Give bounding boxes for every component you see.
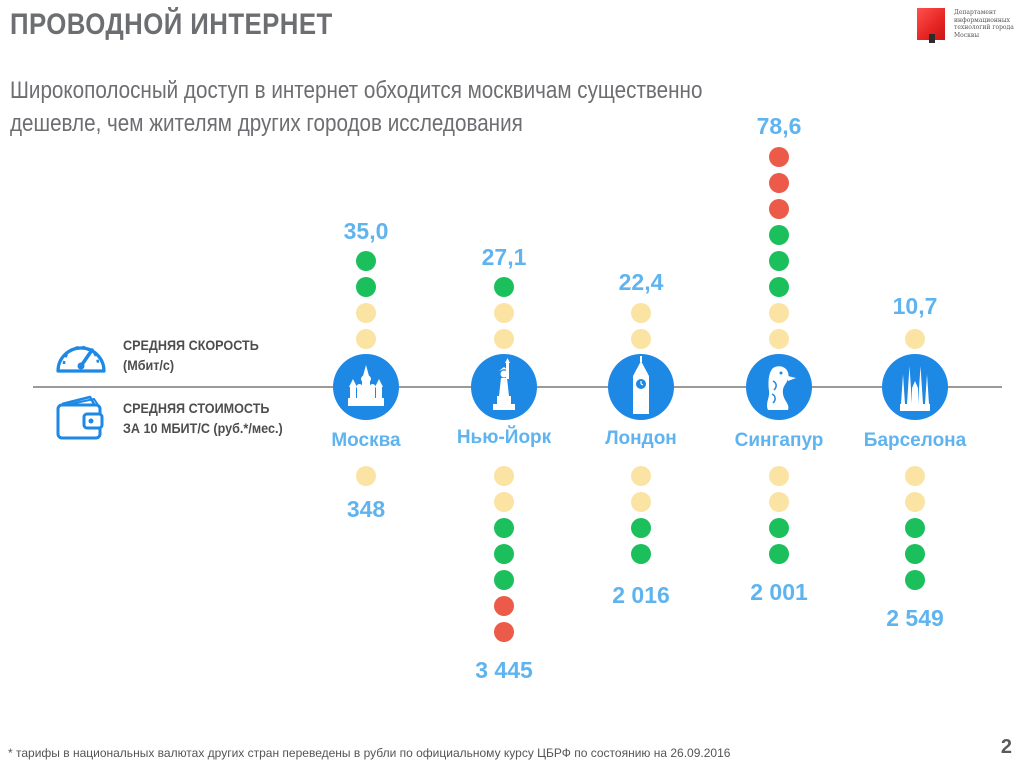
legend-speed-label: СРЕДНЯЯ СКОРОСТЬ (Мбит/с)	[123, 337, 259, 373]
cost-dot-green	[631, 518, 651, 538]
cost-value: 3 445	[475, 657, 533, 683]
city-name: Барселона	[863, 430, 967, 451]
cost-dot-green	[769, 518, 789, 538]
cost-dot-yellow	[631, 492, 651, 512]
cost-dot-yellow	[494, 466, 514, 486]
cost-dot-red	[494, 596, 514, 616]
speed-value: 35,0	[343, 218, 389, 244]
cost-dot-green	[631, 544, 651, 564]
speed-dot-yellow	[631, 329, 651, 349]
cost-dot-green	[494, 544, 514, 564]
cost-dot-yellow	[905, 466, 925, 486]
cost-dot-green	[494, 518, 514, 538]
page-title: ПРОВОДНОЙ ИНТЕРНЕТ	[10, 8, 333, 41]
cost-dot-green	[769, 544, 789, 564]
speed-value: 27,1	[481, 244, 527, 270]
cost-dot-yellow	[356, 466, 376, 486]
speed-dot-green	[356, 251, 376, 271]
cost-value: 2 016	[612, 582, 670, 608]
city-name: Лондон	[605, 428, 677, 449]
cost-dot-yellow	[769, 466, 789, 486]
sagrada-familia-icon	[882, 354, 948, 420]
city-name: Москва	[331, 430, 401, 451]
cost-dot-green	[905, 518, 925, 538]
city-name: Нью-Йорк	[456, 427, 552, 448]
speed-dot-yellow	[905, 329, 925, 349]
speed-dot-green	[356, 277, 376, 297]
speed-dot-green	[494, 277, 514, 297]
speed-dot-yellow	[494, 329, 514, 349]
speed-dot-green	[769, 225, 789, 245]
speed-value: 10,7	[892, 293, 938, 319]
logo-text: Департамент информационных технологий го…	[954, 9, 1014, 39]
speed-dot-red	[769, 199, 789, 219]
speed-dot-yellow	[769, 329, 789, 349]
cost-dot-yellow	[494, 492, 514, 512]
speed-dot-yellow	[356, 303, 376, 323]
cost-dot-green	[494, 570, 514, 590]
page-number: 2	[1000, 736, 1012, 758]
speed-dot-red	[769, 173, 789, 193]
kremlin-icon	[333, 354, 399, 420]
cost-dot-yellow	[905, 492, 925, 512]
statue-of-liberty-icon	[471, 354, 537, 420]
speed-dot-red	[769, 147, 789, 167]
cost-dot-green	[905, 570, 925, 590]
speed-value: 78,6	[756, 113, 802, 139]
cost-value: 348	[346, 496, 386, 522]
speed-dot-green	[769, 251, 789, 271]
speed-dot-green	[769, 277, 789, 297]
city-name: Сингапур	[734, 430, 824, 451]
merlion-icon	[746, 354, 812, 420]
cost-dot-yellow	[631, 466, 651, 486]
cost-dot-yellow	[769, 492, 789, 512]
cost-dot-green	[905, 544, 925, 564]
big-ben-icon	[608, 354, 674, 420]
speed-value: 22,4	[618, 269, 664, 295]
wallet-icon	[54, 394, 106, 449]
legend-cost-label: СРЕДНЯЯ СТОИМОСТЬ ЗА 10 МБИТ/С (руб.*/ме…	[123, 400, 283, 436]
speed-dot-yellow	[631, 303, 651, 323]
cost-value: 2 549	[886, 605, 944, 631]
page-subtitle: Широкополосный доступ в интернет обходит…	[10, 77, 703, 137]
cost-value: 2 001	[750, 579, 808, 605]
department-logo: Департамент информационных технологий го…	[917, 8, 1017, 44]
speed-dot-yellow	[769, 303, 789, 323]
footnote: * тарифы в национальных валютах других с…	[8, 746, 731, 760]
cost-dot-red	[494, 622, 514, 642]
speed-dot-yellow	[494, 303, 514, 323]
speedometer-icon	[52, 333, 110, 382]
speed-dot-yellow	[356, 329, 376, 349]
